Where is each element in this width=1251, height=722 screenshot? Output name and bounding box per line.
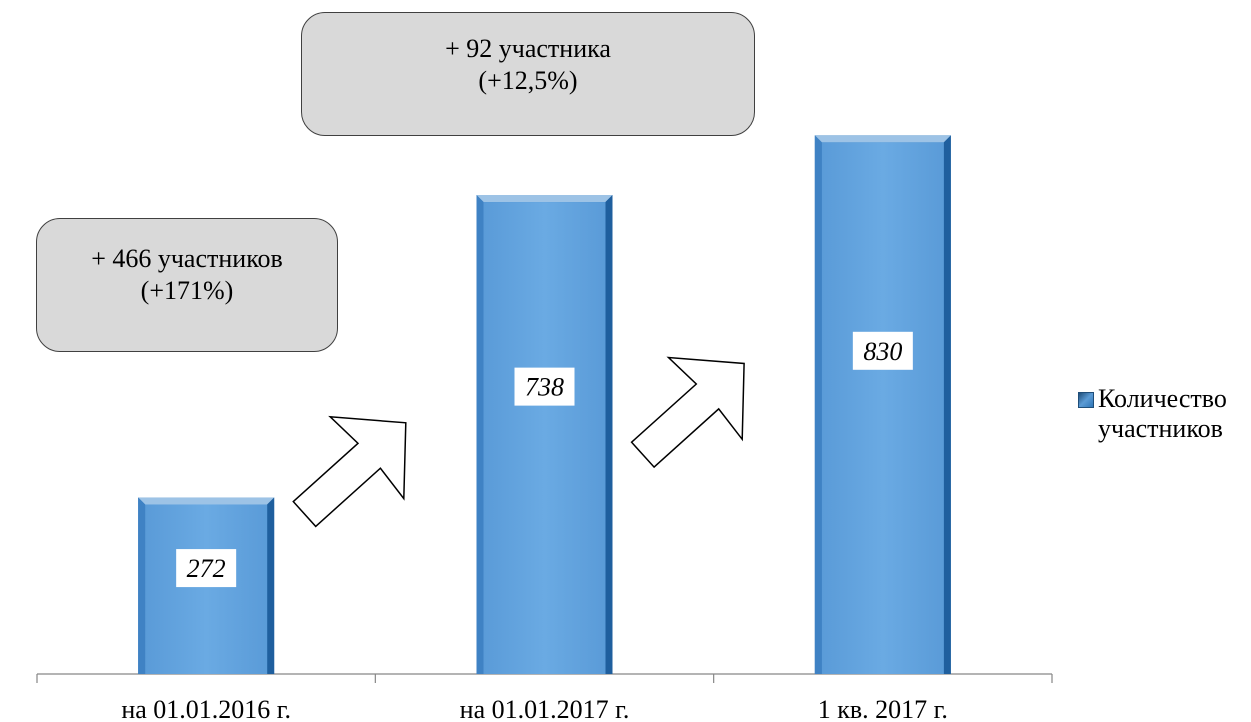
bar (814, 135, 951, 674)
x-tick-label: на 01.01.2017 г. (460, 695, 630, 722)
legend-swatch (1078, 392, 1094, 408)
annotation-first-line1: + 466 участников (91, 244, 283, 273)
annotation-callout-first: + 466 участников (+171%) (36, 218, 338, 352)
svg-text:738: 738 (525, 373, 564, 402)
svg-text:272: 272 (187, 554, 226, 583)
growth-arrow (292, 415, 407, 528)
annotation-second-line1: + 92 участника (445, 34, 611, 63)
bar-value-label: 272 (176, 549, 237, 588)
svg-text:830: 830 (863, 337, 902, 366)
chart-legend: Количество участников (1078, 384, 1248, 444)
annotation-callout-second: + 92 участника (+12,5%) (301, 12, 755, 136)
bar-value-label: 738 (514, 367, 575, 406)
bar (138, 497, 275, 674)
annotation-second-line2: (+12,5%) (478, 66, 578, 95)
x-tick-label: 1 кв. 2017 г. (818, 695, 948, 722)
bar-value-label: 830 (852, 331, 913, 370)
annotation-first-line2: (+171%) (140, 276, 234, 305)
legend-label: Количество участников (1098, 384, 1227, 443)
x-tick-label: на 01.01.2016 г. (121, 695, 291, 722)
growth-arrow (630, 356, 745, 469)
bar (476, 195, 613, 674)
